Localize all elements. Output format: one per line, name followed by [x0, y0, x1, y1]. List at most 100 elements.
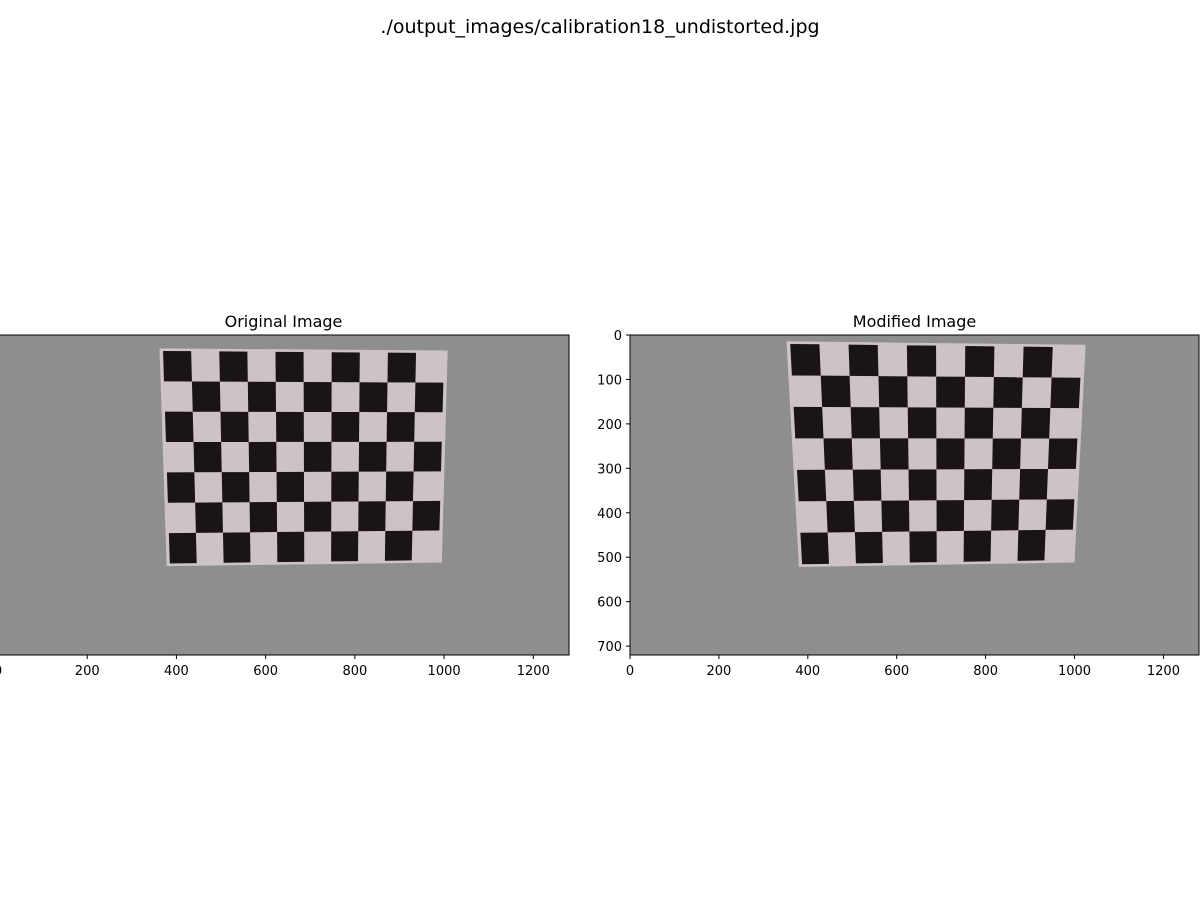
x-tick-label: 200 [75, 664, 100, 679]
x-tick-label: 800 [973, 664, 998, 679]
checkerboard-square [848, 344, 879, 377]
checkerboard-square [331, 352, 360, 383]
checkerboard-square [823, 438, 853, 470]
checkerboard-square [358, 441, 387, 472]
checkerboard-square [820, 375, 851, 408]
y-tick-label: 700 [597, 640, 622, 655]
x-tick-label: 1000 [428, 664, 461, 679]
checkerboard-square [276, 471, 305, 503]
checkerboard-square [247, 381, 277, 412]
checkerboard-square [992, 438, 1021, 470]
x-tick-label: 1200 [1147, 664, 1180, 679]
figure-suptitle: ./output_images/calibration18_undistorte… [380, 16, 819, 38]
checkerboard-square [1045, 499, 1075, 530]
axes-frame [629, 334, 1200, 656]
checkerboard-square [850, 407, 880, 439]
checkerboard-square [993, 377, 1023, 408]
checkerboard-square [881, 500, 910, 532]
x-tick-label: 1000 [1058, 664, 1091, 679]
checkerboard-square [249, 502, 278, 533]
checkerboard-square [221, 472, 250, 503]
checkerboard-square [358, 501, 386, 532]
y-tick-label: 500 [597, 551, 622, 566]
checkerboard-square [1019, 468, 1048, 500]
checkerboard-square [275, 351, 304, 382]
checkerboard-square [790, 343, 821, 376]
axes-title: Original Image [225, 312, 343, 331]
checkerboard-square [385, 471, 414, 502]
checkerboard-square [412, 500, 441, 531]
checkerboard-square [936, 438, 965, 470]
checkerboard-square [800, 532, 830, 565]
x-tick-label: 600 [884, 664, 909, 679]
checkerboard-square [852, 469, 882, 501]
checkerboard-square [1022, 346, 1053, 378]
y-tick-label: 200 [597, 418, 622, 433]
checkerboard-square [304, 501, 332, 532]
checkerboard-square [1050, 377, 1081, 409]
checkerboard-square [965, 345, 995, 378]
y-tick-label: 0 [614, 329, 622, 344]
checkerboard-square [854, 531, 883, 564]
checkerboard-square [168, 532, 197, 564]
x-tick-label: 1200 [517, 664, 550, 679]
panel-modified-image: Modified Image 0 200 400 600 800 1000 1200 0 100 2… [597, 312, 1200, 679]
checkerboard-square [793, 406, 824, 439]
x-tick-label: 800 [342, 664, 367, 679]
axes-frame [0, 334, 570, 656]
x-tick-label: 600 [253, 664, 278, 679]
y-tick-label: 400 [597, 507, 622, 522]
checkerboard-square [248, 441, 277, 473]
x-tick-label: 200 [706, 664, 731, 679]
checkerboard-square [1017, 529, 1046, 561]
checkerboard-square [413, 441, 442, 472]
x-tick-label: 400 [164, 664, 189, 679]
checkerboard-square [907, 407, 937, 439]
y-tick-label: 300 [597, 462, 622, 477]
checkerboard-square [879, 438, 909, 470]
checkerboard-square [195, 502, 223, 533]
checkerboard-square [796, 469, 827, 502]
checkerboard-square [220, 411, 249, 442]
checkerboard-square [964, 407, 994, 439]
checkerboard-square [908, 469, 937, 501]
checkerboard-square [166, 472, 196, 503]
checkerboard-square [164, 411, 194, 443]
checkerboard-square [386, 412, 415, 442]
checkerboard-square [991, 499, 1020, 531]
checkerboard-square [277, 531, 305, 563]
checkerboard-square [331, 411, 360, 442]
x-tick-label: 400 [795, 664, 820, 679]
checkerboard-square [826, 500, 855, 533]
y-tick-label: 600 [597, 596, 622, 611]
checkerboard-square [163, 350, 192, 382]
checkerboard-square [276, 411, 304, 442]
checkerboard-square [193, 441, 222, 473]
checkerboard-square [384, 530, 413, 561]
checkerboard-square [303, 381, 332, 412]
panel-original-image: Original Image 0 200 400 600 800 1000 1200 [0, 312, 570, 679]
checkerboard-square [359, 382, 388, 413]
checkerboard-square [331, 531, 359, 562]
checkerboard-square [219, 351, 248, 382]
x-tick-label: 0 [626, 664, 634, 679]
checkerboard-square [906, 345, 937, 377]
axes-title: Modified Image [853, 312, 976, 331]
checkerboard-square [191, 381, 221, 412]
x-tick-label: 0 [0, 664, 2, 679]
checkerboard-square [414, 382, 444, 413]
checkerboard-square [1020, 407, 1051, 439]
checkerboard-square [963, 530, 992, 562]
checkerboard-square [878, 376, 908, 408]
checkerboard-square [964, 469, 993, 501]
checkerboard-square [936, 376, 966, 408]
checkerboard-square [331, 471, 359, 502]
checkerboard-square [387, 352, 417, 383]
checkerboard-square [1047, 438, 1078, 469]
y-tick-label: 100 [597, 373, 622, 388]
checkerboard-square [222, 532, 251, 563]
checkerboard-square [303, 441, 332, 472]
checkerboard-square [909, 531, 937, 563]
checkerboard-square [936, 500, 965, 532]
